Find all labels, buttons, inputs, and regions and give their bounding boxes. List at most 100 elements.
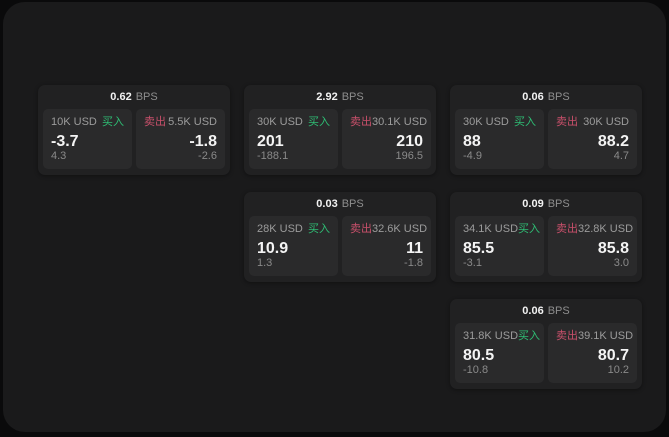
sell-panel-top: 卖出 30K USD xyxy=(556,117,629,128)
bps-value: 0.09 xyxy=(522,197,544,210)
sell-price: 11 xyxy=(406,240,423,257)
card-header: 0.62 BPS xyxy=(38,85,230,109)
buy-price: 85.5 xyxy=(463,240,495,257)
card-header: 0.03 BPS xyxy=(244,192,436,216)
sell-size: 30.1K USD xyxy=(372,116,428,128)
quote-card: 0.03 BPS 28K USD 买入 10.9 1.3 卖出 32.6K US… xyxy=(244,192,436,282)
buy-price: 88 xyxy=(463,133,481,150)
buy-size: 10K USD xyxy=(51,116,97,128)
app-window: 0.62 BPS 10K USD 买入 -3.7 4.3 卖出 5.5K USD… xyxy=(3,2,666,432)
sell-panel-top: 卖出 5.5K USD xyxy=(144,117,217,128)
buy-size: 31.8K USD xyxy=(463,330,519,342)
buy-panel[interactable]: 30K USD 买入 201 -188.1 xyxy=(249,109,338,169)
buy-panel[interactable]: 28K USD 买入 10.9 1.3 xyxy=(249,216,338,276)
card-header: 0.06 BPS xyxy=(450,299,642,323)
sell-panel-top: 卖出 39.1K USD xyxy=(556,330,633,342)
sell-price: -1.8 xyxy=(189,133,217,150)
bps-value: 0.06 xyxy=(522,304,544,317)
buy-panel-top: 34.1K USD 买入 xyxy=(463,223,540,235)
sell-price: 88.2 xyxy=(597,133,629,150)
card-header: 0.06 BPS xyxy=(450,85,642,109)
sell-panel[interactable]: 卖出 5.5K USD -1.8 -2.6 xyxy=(136,109,225,169)
buy-sub-value: -4.9 xyxy=(463,150,482,162)
bps-unit-label: BPS xyxy=(547,304,570,317)
sell-size: 32.8K USD xyxy=(578,223,634,235)
buy-side-label: 买入 xyxy=(518,330,541,342)
sell-sub-value: -2.6 xyxy=(198,150,217,162)
card-body: 30K USD 买入 201 -188.1 卖出 30.1K USD 210 1… xyxy=(244,109,436,175)
sell-side-label: 卖出 xyxy=(556,330,578,342)
sell-side-label: 卖出 xyxy=(556,116,578,128)
sell-sub-value: 196.5 xyxy=(395,150,423,162)
buy-side-label: 买入 xyxy=(514,116,536,128)
sell-panel[interactable]: 卖出 30K USD 88.2 4.7 xyxy=(548,109,637,169)
card-body: 31.8K USD 买入 80.5 -10.8 卖出 39.1K USD 80.… xyxy=(450,323,642,389)
buy-size: 30K USD xyxy=(257,116,303,128)
sell-panel-top: 卖出 30.1K USD xyxy=(350,116,427,128)
buy-price: 10.9 xyxy=(257,240,289,257)
buy-price: 80.5 xyxy=(463,347,495,364)
bps-value: 0.06 xyxy=(522,90,544,103)
sell-panel[interactable]: 卖出 32.8K USD 85.8 3.0 xyxy=(548,216,637,276)
buy-price: 201 xyxy=(257,133,284,150)
sell-size: 5.5K USD xyxy=(168,116,217,128)
quotes-grid: 0.62 BPS 10K USD 买入 -3.7 4.3 卖出 5.5K USD… xyxy=(38,85,642,389)
bps-value: 0.03 xyxy=(316,197,338,210)
sell-price: 85.8 xyxy=(597,240,629,257)
bps-unit-label: BPS xyxy=(547,90,570,103)
quote-card: 0.06 BPS 30K USD 买入 88 -4.9 卖出 30K USD 8… xyxy=(450,85,642,175)
card-body: 28K USD 买入 10.9 1.3 卖出 32.6K USD 11 -1.8 xyxy=(244,216,436,282)
buy-side-label: 买入 xyxy=(308,116,330,128)
sell-price: 210 xyxy=(396,133,423,150)
buy-panel[interactable]: 34.1K USD 买入 85.5 -3.1 xyxy=(455,216,544,276)
sell-side-label: 卖出 xyxy=(350,223,372,235)
sell-price: 80.7 xyxy=(597,347,629,364)
buy-side-label: 买入 xyxy=(308,223,330,235)
card-body: 30K USD 买入 88 -4.9 卖出 30K USD 88.2 4.7 xyxy=(450,109,642,175)
bps-unit-label: BPS xyxy=(341,197,364,210)
buy-panel[interactable]: 31.8K USD 买入 80.5 -10.8 xyxy=(455,323,544,383)
card-body: 34.1K USD 买入 85.5 -3.1 卖出 32.8K USD 85.8… xyxy=(450,216,642,282)
sell-panel[interactable]: 卖出 32.6K USD 11 -1.8 xyxy=(342,216,431,276)
buy-sub-value: -3.1 xyxy=(463,257,482,269)
sell-size: 32.6K USD xyxy=(372,223,428,235)
sell-size: 39.1K USD xyxy=(578,330,634,342)
sell-side-label: 卖出 xyxy=(350,116,372,128)
buy-side-label: 买入 xyxy=(518,223,541,235)
sell-sub-value: 10.2 xyxy=(607,364,629,376)
bps-value: 0.62 xyxy=(110,90,132,103)
buy-size: 34.1K USD xyxy=(463,223,519,235)
buy-sub-value: 4.3 xyxy=(51,150,67,162)
sell-side-label: 卖出 xyxy=(556,223,578,235)
buy-panel-top: 30K USD 买入 xyxy=(257,117,330,128)
sell-panel[interactable]: 卖出 39.1K USD 80.7 10.2 xyxy=(548,323,637,383)
card-header: 2.92 BPS xyxy=(244,85,436,109)
buy-side-label: 买入 xyxy=(102,116,124,128)
buy-panel[interactable]: 10K USD 买入 -3.7 4.3 xyxy=(43,109,132,169)
card-header: 0.09 BPS xyxy=(450,192,642,216)
bps-unit-label: BPS xyxy=(135,90,158,103)
quote-card: 0.62 BPS 10K USD 买入 -3.7 4.3 卖出 5.5K USD… xyxy=(38,85,230,175)
buy-panel[interactable]: 30K USD 买入 88 -4.9 xyxy=(455,109,544,169)
sell-sub-value: -1.8 xyxy=(404,257,423,269)
card-body: 10K USD 买入 -3.7 4.3 卖出 5.5K USD -1.8 -2.… xyxy=(38,109,230,175)
quote-card: 2.92 BPS 30K USD 买入 201 -188.1 卖出 30.1K … xyxy=(244,85,436,175)
sell-size: 30K USD xyxy=(583,116,629,128)
sell-sub-value: 4.7 xyxy=(613,150,629,162)
buy-size: 30K USD xyxy=(463,116,509,128)
buy-panel-top: 10K USD 买入 xyxy=(51,117,124,128)
buy-sub-value: -10.8 xyxy=(463,364,489,376)
buy-panel-top: 30K USD 买入 xyxy=(463,117,536,128)
buy-price: -3.7 xyxy=(51,133,79,150)
bps-unit-label: BPS xyxy=(341,90,364,103)
buy-panel-top: 31.8K USD 买入 xyxy=(463,330,540,342)
buy-sub-value: -188.1 xyxy=(257,150,289,162)
sell-side-label: 卖出 xyxy=(144,116,166,128)
bps-value: 2.92 xyxy=(316,90,338,103)
sell-sub-value: 3.0 xyxy=(613,257,629,269)
sell-panel-top: 卖出 32.6K USD xyxy=(350,223,427,235)
quote-card: 0.09 BPS 34.1K USD 买入 85.5 -3.1 卖出 32.8K… xyxy=(450,192,642,282)
buy-panel-top: 28K USD 买入 xyxy=(257,224,330,235)
bps-unit-label: BPS xyxy=(547,197,570,210)
sell-panel[interactable]: 卖出 30.1K USD 210 196.5 xyxy=(342,109,431,169)
